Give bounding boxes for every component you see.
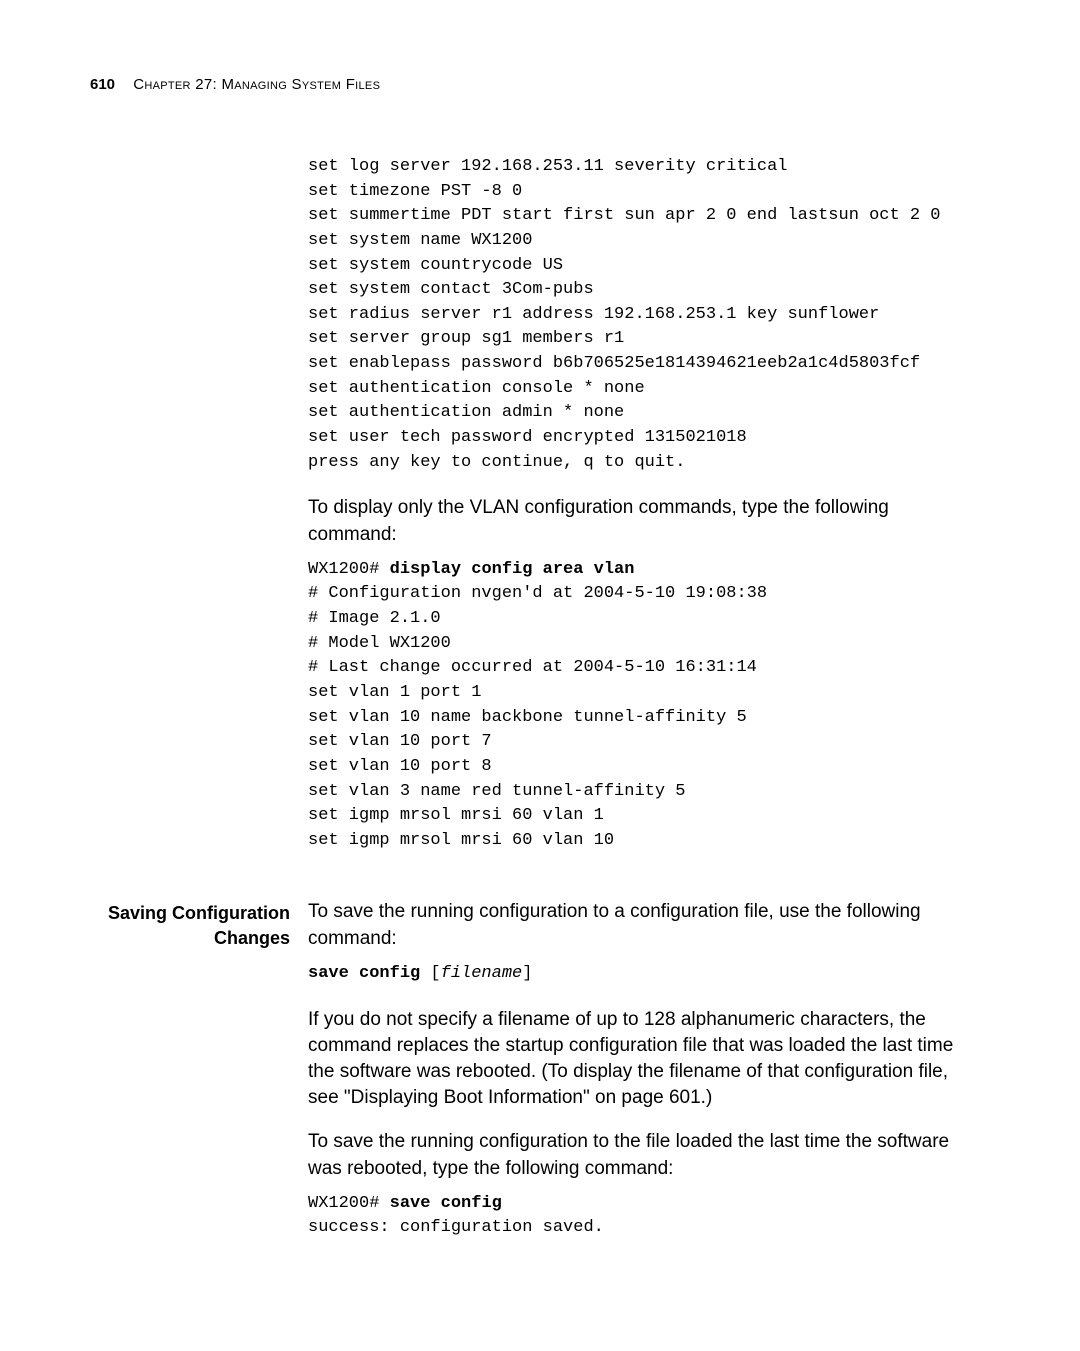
- content-grid: set log server 192.168.253.11 severity c…: [90, 155, 990, 1261]
- code-block-2-wrap: WX1200# display config area vlan # Confi…: [308, 558, 990, 874]
- page-number: 610: [90, 76, 115, 93]
- save-config-example: WX1200# save config success: configurati…: [308, 1192, 990, 1241]
- para-save-body: If you do not specify a filename of up t…: [308, 1007, 968, 1112]
- running-header: 610 Chapter 27: Managing System Files: [90, 76, 990, 93]
- chapter-title: Chapter 27: Managing System Files: [133, 76, 380, 93]
- section-body-saving: To save the running configuration to a c…: [308, 899, 990, 1261]
- para-save-intro: To save the running configuration to a c…: [308, 899, 968, 951]
- code-block-1: set log server 192.168.253.11 severity c…: [308, 155, 990, 475]
- page: 610 Chapter 27: Managing System Files se…: [0, 0, 1080, 1351]
- section-heading-saving: Saving Configuration Changes: [90, 899, 290, 1261]
- para-save-next: To save the running configuration to the…: [308, 1129, 968, 1181]
- code-block-2: WX1200# display config area vlan # Confi…: [308, 558, 990, 854]
- code-block-1-wrap: set log server 192.168.253.11 severity c…: [308, 155, 990, 495]
- save-config-syntax: save config [filename]: [308, 962, 990, 987]
- para-vlan-intro-wrap: To display only the VLAN configuration c…: [308, 495, 990, 557]
- empty-side: [90, 155, 290, 495]
- para-vlan-intro: To display only the VLAN configuration c…: [308, 495, 968, 547]
